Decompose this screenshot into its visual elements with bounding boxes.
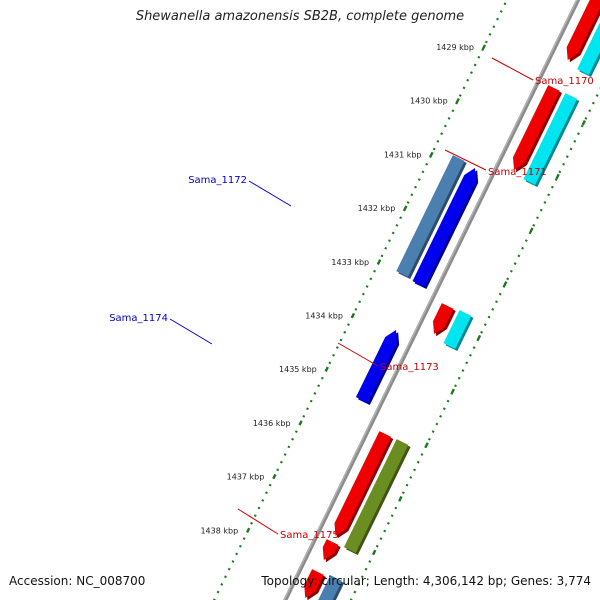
gene-sama-1171-rna <box>523 93 580 188</box>
gene-sama-1174-cds-body <box>355 330 397 403</box>
kbp-tick-label: 1431 kbp <box>384 150 422 159</box>
kbp-tick-mark <box>429 151 434 158</box>
kbp-tick-mark <box>481 44 487 50</box>
tick-dot-tracks <box>212 0 600 600</box>
gene-label-sama-1172: Sama_1172 <box>188 175 247 186</box>
kbp-tick-label: 1429 kbp <box>436 43 474 52</box>
genome-title: Shewanella amazonensis SB2B, complete ge… <box>135 9 465 24</box>
gene-sama-1170-rna <box>577 22 600 78</box>
gene-sama-1170-cds <box>566 0 600 63</box>
gene-label-sama-1170: Sama_1170 <box>535 76 594 87</box>
gene-sama-1175-rna <box>343 439 411 556</box>
gene-partial-red-1 <box>322 539 341 563</box>
kbp-tick-mark <box>324 366 329 372</box>
kbp-tick-mark <box>246 527 251 533</box>
kbp-tick-mark-right <box>555 173 560 180</box>
gene-features <box>304 0 600 600</box>
gene-label-sama-1171: Sama_1171 <box>488 167 547 178</box>
left-dot-track <box>212 0 509 600</box>
kbp-tick-label: 1436 kbp <box>253 419 291 428</box>
gene-leader-line <box>248 180 292 207</box>
kbp-tick-mark-right <box>450 388 455 394</box>
kbp-tick-label: 1438 kbp <box>200 526 238 535</box>
gene-sama-1175-cds-body <box>334 431 392 536</box>
kbp-tick-mark-right <box>476 334 482 341</box>
gene-partial-steel-body <box>318 575 342 600</box>
gene-labels: Sama_1170 Sama_1171 Sama_1172 Sama_1173 Sama… <box>109 57 594 541</box>
gene-sama-1174-cds <box>355 330 400 406</box>
kbp-tick-label: 1433 kbp <box>331 258 369 267</box>
gene-label-sama-1174: Sama_1174 <box>109 313 168 324</box>
gene-sama-1170-rna-body <box>577 22 600 75</box>
kbp-tick-mark <box>350 312 356 319</box>
kbp-tick-label: 1434 kbp <box>305 312 343 321</box>
gene-sama-1173-rna-body <box>443 310 472 349</box>
gene-sama-1172-rna <box>396 155 467 280</box>
kbp-tick-mark <box>377 259 382 265</box>
kbp-tick-mark-right <box>372 549 377 555</box>
kbp-tick-label: 1437 kbp <box>227 473 265 482</box>
gene-sama-1175-rna-body <box>343 439 409 553</box>
right-dot-track <box>349 87 600 600</box>
kbp-tick-mark-right <box>424 442 429 448</box>
gene-sama-1172-cds-body <box>412 168 476 287</box>
kbp-tick-mark-right <box>398 495 403 502</box>
gene-sama-1173-cds <box>433 303 456 337</box>
gene-label-sama-1175: Sama_1175 <box>280 530 339 541</box>
kbp-tick-mark <box>272 473 277 480</box>
backbone-line <box>283 0 581 600</box>
kbp-tick-mark-right <box>581 120 586 126</box>
backbone-highlight <box>283 0 578 600</box>
gene-sama-1171-cds-body <box>513 85 560 170</box>
gene-sama-1172-rna-body <box>396 155 465 277</box>
gene-leader-line <box>237 508 279 535</box>
gene-sama-1173-cds-body <box>433 303 454 334</box>
kbp-tick-mark <box>455 98 460 104</box>
gene-sama-1171-rna-body <box>523 93 578 185</box>
gene-sama-1172-cds <box>412 168 479 290</box>
gene-sama-1173-rna <box>443 310 474 352</box>
gene-label-sama-1173: Sama_1173 <box>380 362 439 373</box>
kbp-tick-label: 1432 kbp <box>358 204 396 213</box>
accession-text: Accession: NC_008700 <box>9 574 146 588</box>
kbp-ticks: 1429 kbp 1430 kbp 1431 kbp 1432 kbp 1433 kbp… <box>200 43 586 555</box>
gene-leader-line <box>491 57 534 81</box>
gene-partial-red-2 <box>304 569 326 600</box>
gene-leader-line <box>169 318 213 345</box>
gene-leader-line <box>337 342 379 367</box>
kbp-tick-label: 1435 kbp <box>279 365 317 374</box>
gene-partial-steel <box>318 575 345 600</box>
gene-leader-line <box>444 149 487 171</box>
genome-summary-text: Topology: circular; Length: 4,306,142 bp… <box>261 574 591 588</box>
gene-partial-red-1-body <box>322 539 339 560</box>
gene-sama-1171-cds <box>513 85 563 173</box>
kbp-tick-mark-right <box>529 227 534 233</box>
kbp-tick-mark <box>403 205 408 211</box>
gene-sama-1170-cds-body <box>566 0 600 60</box>
kbp-tick-mark <box>298 420 303 426</box>
gene-partial-red-2-body <box>304 569 324 598</box>
gene-sama-1175-cds <box>334 431 394 539</box>
kbp-tick-label: 1430 kbp <box>410 97 448 106</box>
genome-backbone <box>283 0 581 600</box>
kbp-tick-mark-right <box>503 281 508 287</box>
